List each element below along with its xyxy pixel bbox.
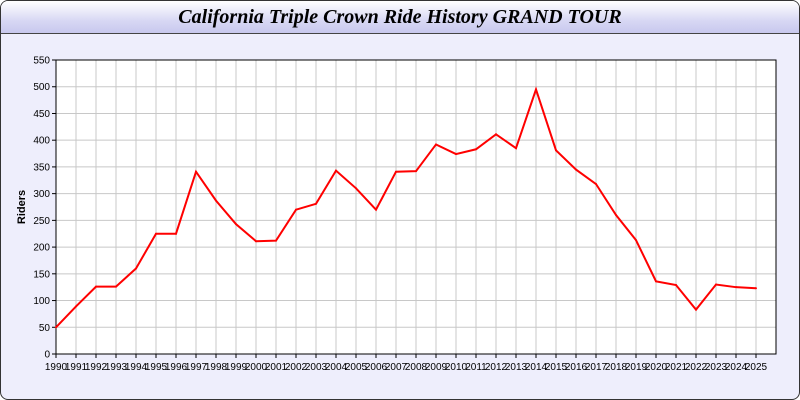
data-point: [255, 240, 257, 243]
x-tick-label: 2001: [265, 362, 288, 373]
data-point: [575, 168, 577, 171]
data-point: [175, 232, 177, 235]
x-tick-label: 2017: [585, 362, 608, 373]
data-point: [615, 214, 617, 217]
x-tick-label: 2012: [485, 362, 508, 373]
x-tick-label: 2024: [725, 362, 748, 373]
x-tick-label: 1992: [85, 362, 108, 373]
x-tick-label: 2010: [445, 362, 468, 373]
data-point: [475, 148, 477, 151]
y-tick-label: 550: [33, 56, 50, 67]
data-point: [295, 208, 297, 211]
y-tick-label: 450: [33, 109, 50, 120]
x-tick-label: 1993: [105, 362, 128, 373]
x-tick-label: 1999: [225, 362, 248, 373]
x-tick-label: 2019: [625, 362, 648, 373]
y-tick-label: 100: [33, 296, 50, 307]
chart-title: California Triple Crown Ride History GRA…: [178, 6, 622, 28]
y-tick-label: 350: [33, 162, 50, 173]
x-tick-label: 2011: [465, 362, 487, 373]
x-tick-label: 1990: [45, 362, 68, 373]
data-point: [135, 267, 137, 270]
y-tick-label: 500: [33, 82, 50, 93]
title-bar: California Triple Crown Ride History GRA…: [1, 1, 799, 34]
data-point: [675, 284, 677, 287]
y-tick-label: 0: [44, 350, 50, 361]
data-point: [155, 232, 157, 235]
data-point: [315, 202, 317, 205]
data-point: [455, 153, 457, 156]
data-point: [715, 283, 717, 286]
data-point: [555, 149, 557, 152]
data-point: [55, 326, 57, 329]
x-tick-label: 2023: [705, 362, 728, 373]
x-tick-label: 1996: [165, 362, 188, 373]
y-tick-label: 150: [33, 269, 50, 280]
y-tick-label: 200: [33, 243, 50, 254]
data-point: [375, 208, 377, 211]
y-tick-label: 300: [33, 189, 50, 200]
x-tick-label: 1991: [65, 362, 88, 373]
x-tick-label: 2004: [325, 362, 348, 373]
data-point: [655, 280, 657, 283]
data-point: [215, 199, 217, 202]
x-tick-label: 2016: [565, 362, 588, 373]
y-axis-label: Riders: [16, 190, 28, 224]
x-tick-label: 2003: [305, 362, 328, 373]
x-tick-label: 1994: [125, 362, 148, 373]
data-point: [235, 223, 237, 226]
x-tick-label: 2000: [245, 362, 268, 373]
x-tick-label: 2002: [285, 362, 308, 373]
plot-border: [55, 59, 777, 355]
data-point: [95, 285, 97, 288]
x-tick-label: 1998: [205, 362, 228, 373]
y-tick-label: 400: [33, 136, 50, 147]
x-tick-label: 2009: [425, 362, 448, 373]
y-tick-label: 50: [39, 323, 51, 334]
data-point: [515, 147, 517, 150]
y-tick-label: 250: [33, 216, 50, 227]
data-point: [735, 286, 737, 289]
data-point: [75, 305, 77, 308]
data-point: [695, 308, 697, 311]
data-point: [535, 88, 537, 91]
x-tick-label: 2015: [545, 362, 568, 373]
x-tick-label: 2007: [385, 362, 408, 373]
data-point: [115, 285, 117, 288]
series-line: [55, 86, 757, 328]
data-point: [415, 170, 417, 173]
x-tick-label: 2022: [685, 362, 708, 373]
data-point: [395, 170, 397, 173]
data-point: [335, 169, 337, 172]
x-tick-label: 2021: [665, 362, 688, 373]
data-point: [195, 170, 197, 173]
x-tick-label: 2018: [605, 362, 628, 373]
data-point: [355, 187, 357, 190]
x-tick-label: 2006: [365, 362, 388, 373]
data-point: [435, 143, 437, 146]
x-tick-label: 2005: [345, 362, 368, 373]
x-tick-label: 2014: [525, 362, 548, 373]
x-tick-label: 2025: [745, 362, 768, 373]
data-point: [635, 239, 637, 242]
data-point: [495, 133, 497, 136]
data-point: [595, 183, 597, 186]
data-point: [755, 287, 757, 290]
x-tick-label: 2013: [505, 362, 528, 373]
x-tick-label: 1995: [145, 362, 168, 373]
data-point: [275, 239, 277, 242]
x-tick-label: 2008: [405, 362, 428, 373]
x-tick-label: 2020: [645, 362, 668, 373]
x-tick-label: 1997: [185, 362, 208, 373]
